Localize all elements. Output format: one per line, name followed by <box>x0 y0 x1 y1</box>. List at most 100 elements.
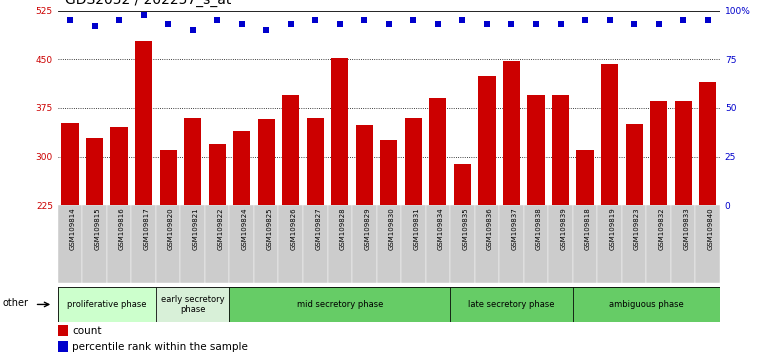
Bar <box>229 287 450 322</box>
Text: GSM109837: GSM109837 <box>511 208 517 250</box>
Point <box>64 18 76 23</box>
Point <box>383 22 395 27</box>
Bar <box>625 124 643 205</box>
Bar <box>107 205 132 283</box>
Bar <box>132 205 156 283</box>
Bar <box>135 41 152 205</box>
Bar <box>401 205 426 283</box>
Text: GSM109829: GSM109829 <box>364 208 370 250</box>
Text: GSM109827: GSM109827 <box>315 208 321 250</box>
Point <box>89 23 101 29</box>
Point <box>113 18 126 23</box>
Bar <box>405 118 422 205</box>
Bar <box>450 205 474 283</box>
Point <box>701 18 714 23</box>
Text: GSM109832: GSM109832 <box>658 208 665 250</box>
Text: GSM109822: GSM109822 <box>217 208 223 250</box>
Bar <box>205 205 229 283</box>
Point <box>554 22 567 27</box>
Bar <box>58 325 68 336</box>
Text: GSM109828: GSM109828 <box>340 208 346 250</box>
Point <box>137 12 149 17</box>
Bar <box>573 287 720 322</box>
Bar <box>306 118 324 205</box>
Text: GSM109840: GSM109840 <box>708 208 714 250</box>
Point <box>457 18 469 23</box>
Point <box>480 22 493 27</box>
Bar <box>62 123 79 205</box>
Bar <box>699 82 716 205</box>
Point <box>186 27 199 33</box>
Bar <box>552 95 569 205</box>
Bar <box>159 150 176 205</box>
Bar <box>156 287 229 322</box>
Text: other: other <box>3 298 29 308</box>
Bar <box>622 205 646 283</box>
Bar <box>58 287 156 322</box>
Text: GSM109839: GSM109839 <box>561 208 567 250</box>
Point <box>333 22 346 27</box>
Text: GSM109818: GSM109818 <box>585 208 591 250</box>
Point <box>677 18 689 23</box>
Text: GSM109835: GSM109835 <box>463 208 468 250</box>
Text: early secretory
phase: early secretory phase <box>161 295 225 314</box>
Bar <box>503 61 520 205</box>
Text: GSM109823: GSM109823 <box>634 208 640 250</box>
Point <box>211 18 223 23</box>
Text: GSM109834: GSM109834 <box>438 208 444 250</box>
Bar <box>380 141 397 205</box>
Text: GSM109836: GSM109836 <box>487 208 493 250</box>
Bar <box>82 205 107 283</box>
Text: late secretory phase: late secretory phase <box>468 300 554 309</box>
Point <box>285 22 297 27</box>
Text: GSM109826: GSM109826 <box>291 208 296 250</box>
Text: GDS2052 / 202257_s_at: GDS2052 / 202257_s_at <box>65 0 232 7</box>
Bar <box>646 205 671 283</box>
Bar <box>478 75 496 205</box>
Bar <box>331 58 348 205</box>
Text: percentile rank within the sample: percentile rank within the sample <box>72 342 248 352</box>
Bar <box>695 205 720 283</box>
Bar <box>356 125 373 205</box>
Bar <box>426 205 450 283</box>
Text: GSM109821: GSM109821 <box>192 208 199 250</box>
Bar <box>233 131 250 205</box>
Bar <box>180 205 205 283</box>
Text: GSM109830: GSM109830 <box>389 208 395 250</box>
Point <box>236 22 248 27</box>
Text: GSM109833: GSM109833 <box>683 208 689 250</box>
Bar <box>430 98 447 205</box>
Bar <box>229 205 254 283</box>
Text: proliferative phase: proliferative phase <box>67 300 146 309</box>
Point <box>652 22 665 27</box>
Point <box>579 18 591 23</box>
Bar <box>499 205 524 283</box>
Text: GSM109825: GSM109825 <box>266 208 273 250</box>
Point <box>505 22 517 27</box>
Text: GSM109814: GSM109814 <box>70 208 76 250</box>
Bar <box>86 138 103 205</box>
Bar <box>454 164 471 205</box>
Bar <box>601 64 618 205</box>
Bar <box>450 287 573 322</box>
Bar <box>184 118 201 205</box>
Bar <box>598 205 622 283</box>
Bar <box>254 205 279 283</box>
Bar <box>577 150 594 205</box>
Text: GSM109817: GSM109817 <box>143 208 149 250</box>
Point <box>432 22 444 27</box>
Point <box>260 27 273 33</box>
Bar <box>156 205 180 283</box>
Point <box>162 22 174 27</box>
Point <box>604 18 616 23</box>
Text: GSM109816: GSM109816 <box>119 208 125 250</box>
Bar <box>548 205 573 283</box>
Text: GSM109819: GSM109819 <box>610 208 615 250</box>
Point <box>628 22 641 27</box>
Point <box>309 18 321 23</box>
Bar <box>327 205 352 283</box>
Text: GSM109815: GSM109815 <box>95 208 101 250</box>
Bar <box>474 205 499 283</box>
Bar <box>377 205 401 283</box>
Text: GSM109824: GSM109824 <box>242 208 248 250</box>
